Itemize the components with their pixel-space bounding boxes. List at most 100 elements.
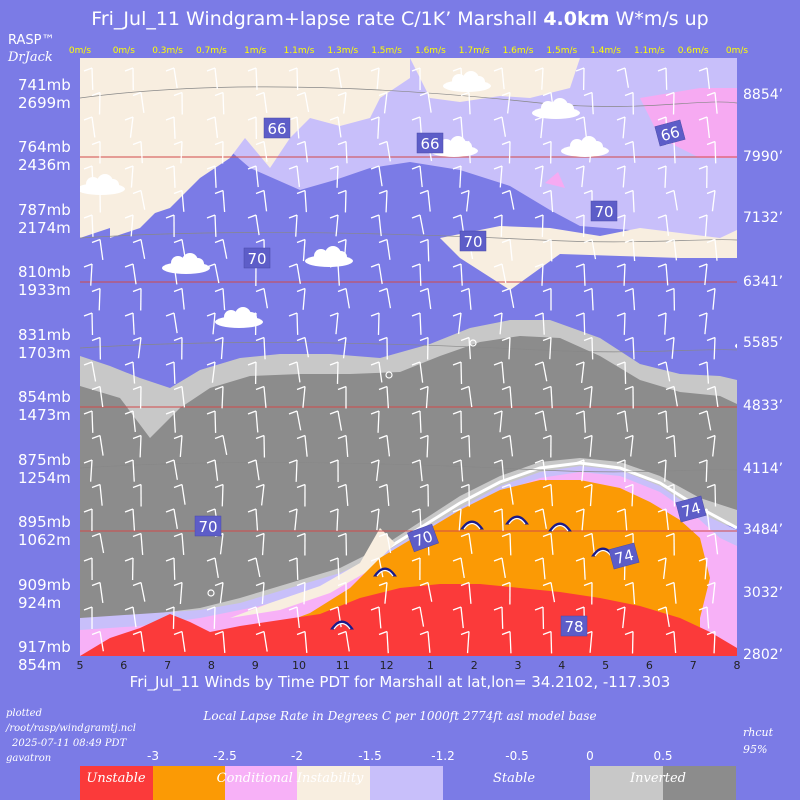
wind-barb	[657, 312, 667, 335]
time-tick: 7	[164, 659, 172, 672]
colorbar-name: Conditional Instability	[216, 771, 364, 786]
wind-barb	[501, 287, 515, 308]
plot-info: plotted /root/rasp/windgramtj.ncl 2025-0…	[6, 706, 136, 766]
wind-barb	[452, 508, 462, 531]
wind-barb	[534, 410, 547, 432]
wind-barb	[698, 459, 708, 482]
wind-barb	[501, 140, 511, 164]
wind-barb	[616, 67, 630, 88]
colorbar-value: 0.5	[653, 749, 673, 763]
wind-barb	[452, 410, 462, 433]
wind-barb	[657, 361, 671, 382]
wind-barb	[534, 263, 544, 286]
wind-barb	[370, 459, 380, 481]
wind-barb	[247, 557, 261, 578]
wind-barb	[419, 336, 429, 360]
wind-barb	[534, 67, 544, 90]
wind-barb	[214, 483, 224, 507]
wind-barb	[575, 410, 586, 433]
time-tick: 9	[251, 659, 259, 672]
pressure-label: 810mb	[18, 263, 71, 281]
wind-barb	[296, 189, 308, 213]
wind-barb	[165, 214, 175, 238]
rh-value: 74	[613, 546, 636, 568]
wind-barb	[706, 532, 719, 555]
wind-barb	[616, 263, 626, 286]
wind-barb	[624, 483, 634, 507]
rh-value: 74	[680, 499, 703, 521]
time-tick: 10	[292, 659, 306, 672]
wind-barb	[124, 606, 137, 628]
thermal-icons	[330, 515, 615, 630]
wind-barb	[124, 165, 134, 188]
wind-barb	[542, 532, 554, 555]
wind-barb	[583, 287, 594, 311]
rhcut-info: rhcut 95%	[743, 724, 773, 758]
white-boundary	[379, 461, 737, 555]
wind-barb	[493, 508, 504, 531]
wind-barb	[124, 312, 135, 335]
wind-barb	[296, 434, 308, 457]
wind-barb	[247, 214, 260, 236]
wind-barb	[542, 336, 552, 360]
time-tick: 3	[514, 659, 522, 672]
wind-barb	[706, 140, 717, 164]
cloud-icon	[305, 246, 353, 267]
colorbar-value: -2.5	[213, 749, 237, 763]
wind-barb	[665, 336, 675, 359]
wind-barb	[288, 361, 301, 383]
rh-value: 70	[594, 203, 613, 221]
wind-barb	[337, 581, 347, 605]
wind-barb	[378, 287, 392, 309]
wind-barb	[698, 557, 708, 580]
pressure-height-label: 875mb 1254m	[18, 451, 71, 487]
wind-barb	[624, 434, 634, 457]
wind-barb	[575, 165, 585, 188]
wind-barb	[419, 581, 433, 602]
pressure-label: 764mb	[18, 138, 71, 156]
wind-barb	[493, 361, 505, 384]
brand-label: RASP™	[8, 33, 55, 48]
wind-barb	[173, 385, 186, 408]
wind-barb	[575, 459, 585, 482]
wind-barb	[214, 91, 225, 115]
wind-barb	[542, 238, 553, 262]
wind-barb	[91, 630, 105, 652]
wind-barb	[173, 287, 185, 310]
wind-barb	[501, 581, 511, 605]
wstar-label: 1.1m/s	[633, 46, 665, 56]
wind-barb	[288, 263, 301, 284]
wind-barb	[124, 263, 137, 285]
wind-barb	[255, 140, 268, 162]
wind-barb	[247, 67, 258, 90]
wstar-label: 0.3m/s	[152, 46, 183, 56]
thermal-icon	[330, 620, 354, 630]
wind-barb	[616, 116, 626, 139]
wind-barb	[411, 459, 423, 482]
wind-barb	[452, 606, 464, 629]
small-circle-marker	[385, 371, 393, 379]
wind-barb	[665, 434, 677, 458]
pink-patch-top	[640, 88, 737, 158]
wind-barb	[542, 385, 553, 409]
wind-barb	[206, 67, 218, 90]
wind-barb	[206, 410, 217, 433]
wind-barb	[247, 116, 258, 139]
wind-barb	[83, 361, 97, 382]
rh-value: 70	[463, 233, 482, 251]
wind-barb	[173, 434, 183, 458]
wind-barb	[419, 189, 431, 212]
cloud-icon	[80, 174, 125, 195]
pressure-height-label: 854mb 1473m	[18, 388, 71, 424]
wind-barb	[247, 606, 261, 627]
wind-barb	[173, 532, 185, 556]
wind-barb	[624, 238, 636, 262]
wind-barb	[665, 91, 675, 115]
wind-barb	[493, 312, 503, 335]
altitude-ft-label: 6341’	[743, 274, 784, 290]
wind-barb	[370, 165, 383, 187]
thermal-icon	[505, 515, 529, 525]
wind-barb	[132, 581, 146, 602]
pressure-label: 909mb	[18, 576, 71, 594]
wind-barb	[83, 459, 93, 482]
